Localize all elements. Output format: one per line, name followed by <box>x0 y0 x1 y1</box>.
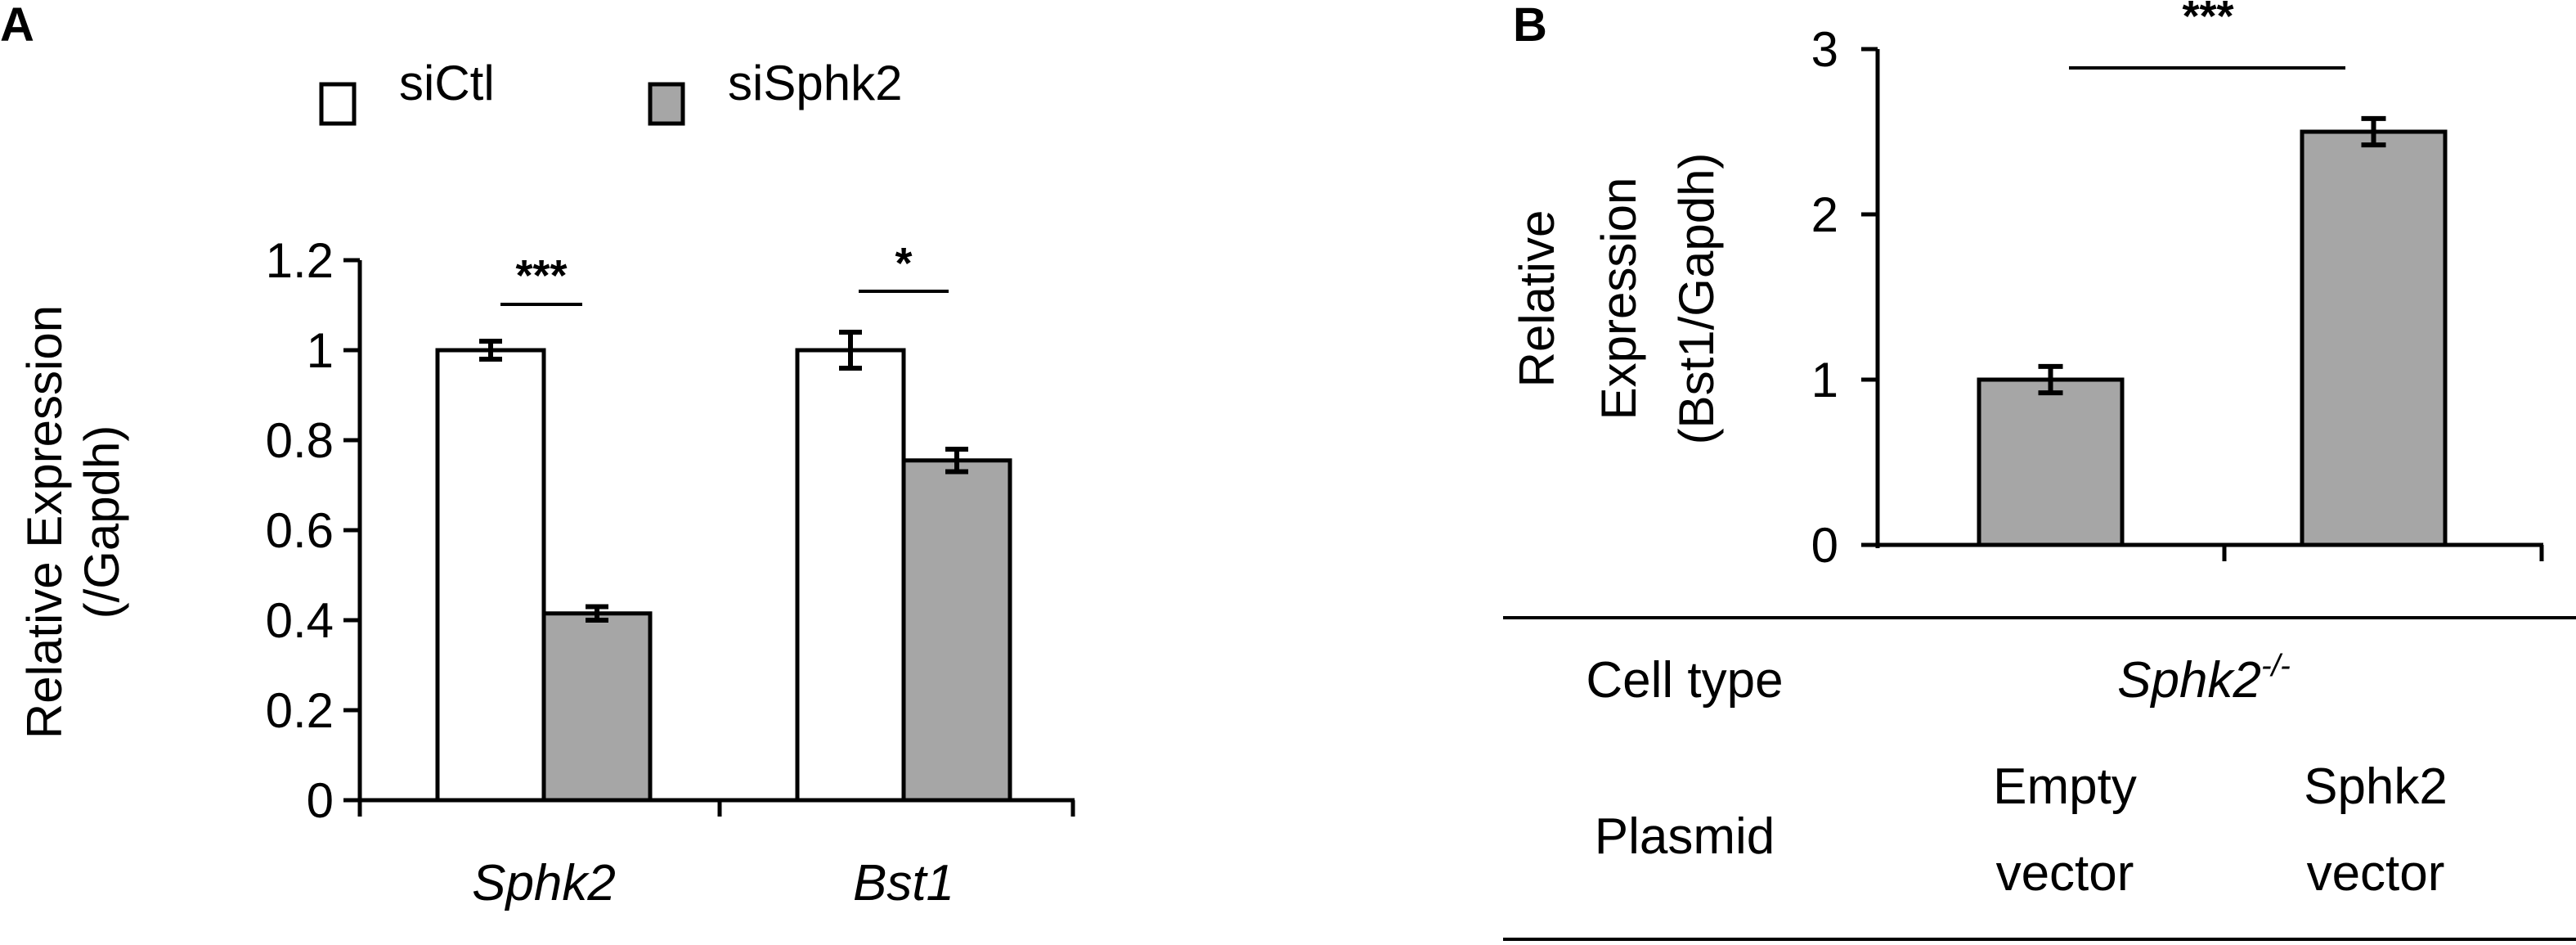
error-bars <box>2038 115 2386 396</box>
x-ticks <box>2222 545 2544 561</box>
table-cell-type-value: Sphk2-/- <box>2117 649 2291 709</box>
bars <box>1977 129 2448 547</box>
bar <box>435 348 546 803</box>
y-axis-label-line1: Relative <box>1510 210 1564 388</box>
y-axis-label-line2: (/Gapdh) <box>74 425 129 619</box>
genotype-text: Sphk2 <box>2117 652 2261 709</box>
panel-a: A siCtl siSphk2 Relative Expression (/Ga… <box>0 0 1075 911</box>
category-label-bst1: Bst1 <box>853 855 954 911</box>
panel-a-label: A <box>0 0 34 52</box>
y-tick-label: 2 <box>1811 187 1838 242</box>
bar <box>2300 129 2448 547</box>
table-plasmid-sphk2-line1: Sphk2 <box>2304 758 2448 815</box>
x-ticks <box>357 800 1075 817</box>
y-ticks: 0 0.2 0.4 0.6 0.8 1 1.2 <box>266 233 360 828</box>
legend-swatch-sictl <box>319 82 357 126</box>
y-tick-label: 0.4 <box>266 593 334 648</box>
bar <box>795 348 906 803</box>
table-plasmid-empty-line2: vector <box>1996 845 2134 902</box>
significance-label-sphk2: *** <box>515 251 567 300</box>
y-tick-label: 0.6 <box>266 503 334 558</box>
category-label-sphk2: Sphk2 <box>472 855 616 911</box>
y-tick-label: 3 <box>1811 22 1838 77</box>
y-tick-label: 0 <box>1811 518 1838 573</box>
y-tick-label: 0.8 <box>266 413 334 468</box>
genotype-superscript: -/- <box>2261 649 2291 683</box>
error-bars <box>479 330 968 623</box>
y-tick-label: 1 <box>1811 353 1838 407</box>
y-axis-label-line1: Relative Expression <box>17 305 72 739</box>
y-tick-label: 1.2 <box>266 233 334 288</box>
y-ticks: 0 1 2 3 <box>1811 22 1878 573</box>
bar <box>901 458 1012 803</box>
table-row-label-cell-type: Cell type <box>1586 652 1783 709</box>
condition-table: Cell type Sphk2-/- Plasmid Empty vector … <box>1503 616 2576 941</box>
legend-label-sictl: siCtl <box>399 56 495 110</box>
legend-label-sisphk2: siSphk2 <box>728 56 902 110</box>
table-row-label-plasmid: Plasmid <box>1595 808 1775 865</box>
bar <box>1977 377 2125 547</box>
y-tick-label: 1 <box>307 323 334 378</box>
panel-b: B Relative Expression (Bst1/Gapdh) 0123 … <box>1503 0 2576 941</box>
table-plasmid-empty-line1: Empty <box>1993 758 2137 815</box>
legend-swatch-sisphk2 <box>648 82 685 126</box>
panel-b-label: B <box>1513 0 1547 52</box>
significance-label-bst1: * <box>895 239 912 288</box>
significance-label: *** <box>2182 0 2233 41</box>
y-tick-label: 0.2 <box>266 683 334 738</box>
bars <box>435 348 1012 803</box>
y-tick-label: 0 <box>307 773 334 828</box>
bar <box>541 611 653 803</box>
y-axis-label-line2: Expression <box>1591 178 1646 421</box>
table-plasmid-sphk2-line2: vector <box>2307 845 2445 902</box>
y-axis-label-line3: (Bst1/Gapdh) <box>1669 153 1724 445</box>
legend: siCtl siSphk2 <box>319 56 902 126</box>
